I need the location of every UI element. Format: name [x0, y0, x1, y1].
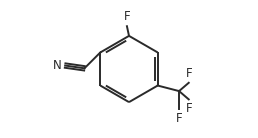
Text: F: F	[186, 67, 193, 80]
Text: F: F	[176, 112, 182, 125]
Text: N: N	[53, 59, 62, 72]
Text: F: F	[124, 10, 130, 23]
Text: F: F	[186, 102, 193, 115]
